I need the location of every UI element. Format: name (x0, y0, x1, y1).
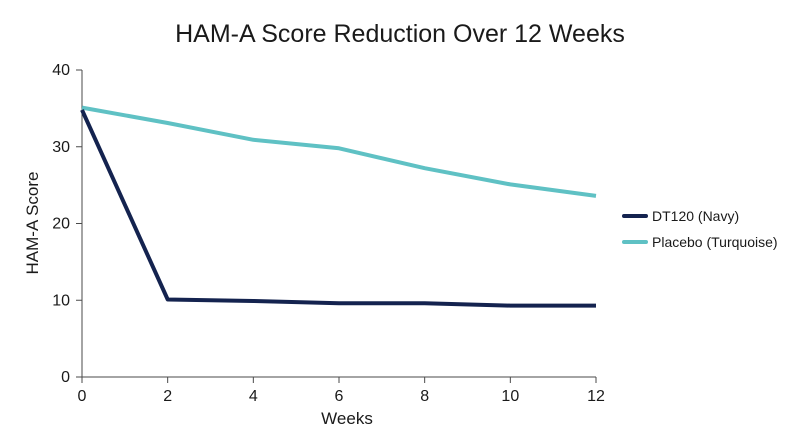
x-tick-label: 2 (163, 388, 172, 405)
y-tick-label: 40 (52, 62, 70, 79)
x-tick-label: 8 (420, 388, 429, 405)
series-group (80, 105, 597, 308)
chart-title: HAM-A Score Reduction Over 12 Weeks (175, 20, 625, 48)
x-tick-label: 12 (587, 388, 605, 405)
y-tick-label: 0 (61, 369, 70, 386)
y-axis-label: HAM-A Score (23, 172, 42, 275)
legend-label-dt120-navy: DT120 (Navy) (652, 208, 739, 224)
y-tick-label: 10 (52, 292, 70, 309)
series-line-placebo-turquoise (81, 105, 597, 198)
y-tick-label: 20 (52, 216, 70, 233)
legend: DT120 (Navy) Placebo (Turquoise) (622, 208, 778, 250)
y-ticks: 0 10 20 30 40 (52, 62, 82, 386)
x-axis-label: Weeks (321, 409, 373, 428)
x-tick-label: 4 (249, 388, 258, 405)
x-tick-label: 0 (78, 388, 87, 405)
y-tick-label: 30 (52, 139, 70, 156)
x-tick-label: 10 (501, 388, 519, 405)
x-tick-label: 6 (335, 388, 344, 405)
axes (81, 70, 596, 378)
x-ticks: 0 2 4 6 8 10 12 (78, 377, 605, 405)
legend-label-placebo-turquoise: Placebo (Turquoise) (652, 234, 778, 250)
series-line-dt120-navy (80, 109, 596, 308)
